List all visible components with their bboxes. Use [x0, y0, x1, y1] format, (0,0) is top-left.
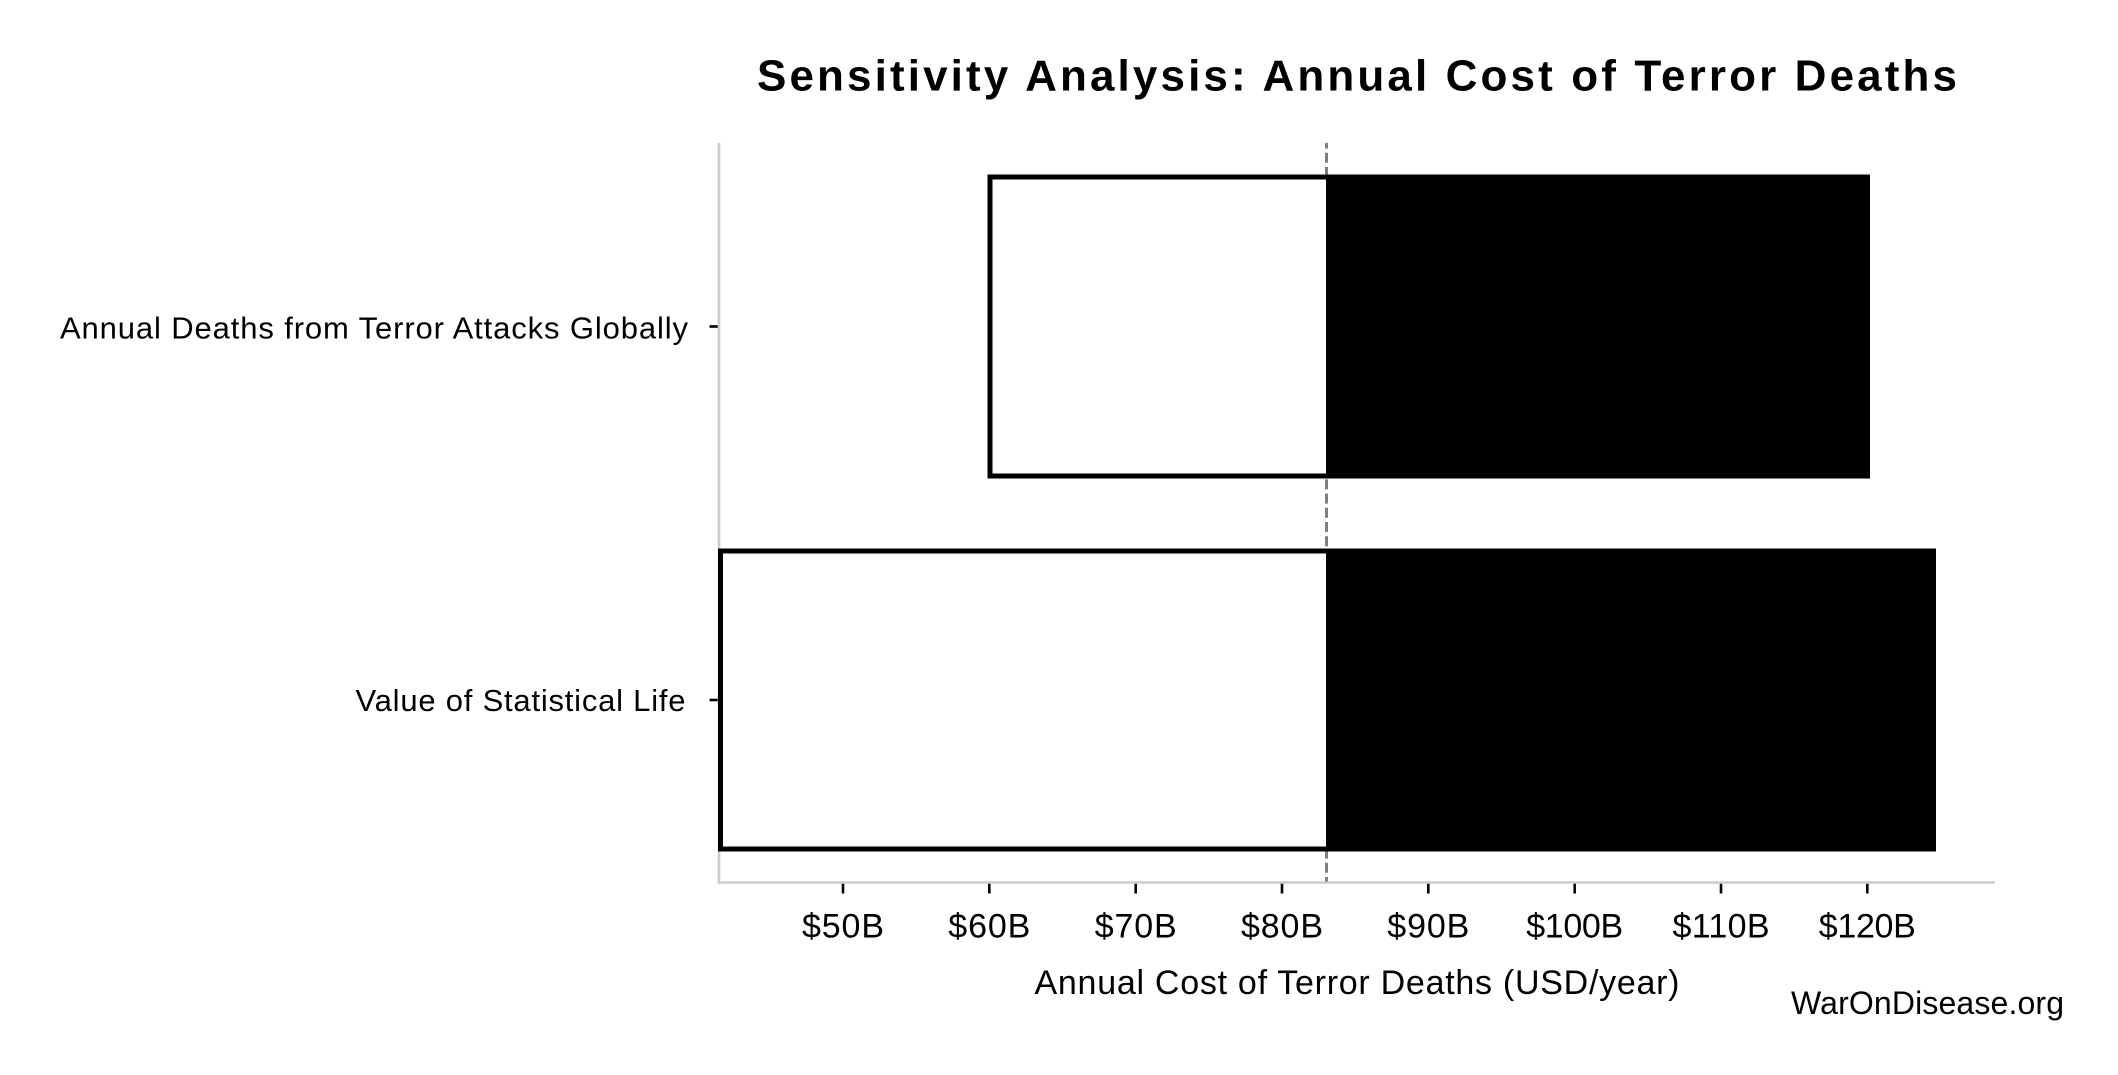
svg-text:$90B: $90B [1387, 908, 1469, 946]
svg-text:Value of Statistical Life: Value of Statistical Life [356, 683, 686, 718]
svg-text:$60B: $60B [948, 908, 1030, 946]
svg-text:$80B: $80B [1241, 908, 1323, 946]
svg-text:Annual Deaths from Terror Atta: Annual Deaths from Terror Attacks Global… [60, 311, 689, 346]
svg-text:Annual Cost of Terror Deaths (: Annual Cost of Terror Deaths (USD/year) [1035, 964, 1680, 1002]
svg-text:$70B: $70B [1095, 908, 1177, 946]
svg-text:$100B: $100B [1526, 908, 1623, 946]
svg-text:$120B: $120B [1819, 908, 1916, 946]
svg-text:$50B: $50B [802, 908, 884, 946]
svg-text:$110B: $110B [1673, 908, 1770, 946]
svg-text:WarOnDisease.org: WarOnDisease.org [1791, 985, 2064, 1021]
